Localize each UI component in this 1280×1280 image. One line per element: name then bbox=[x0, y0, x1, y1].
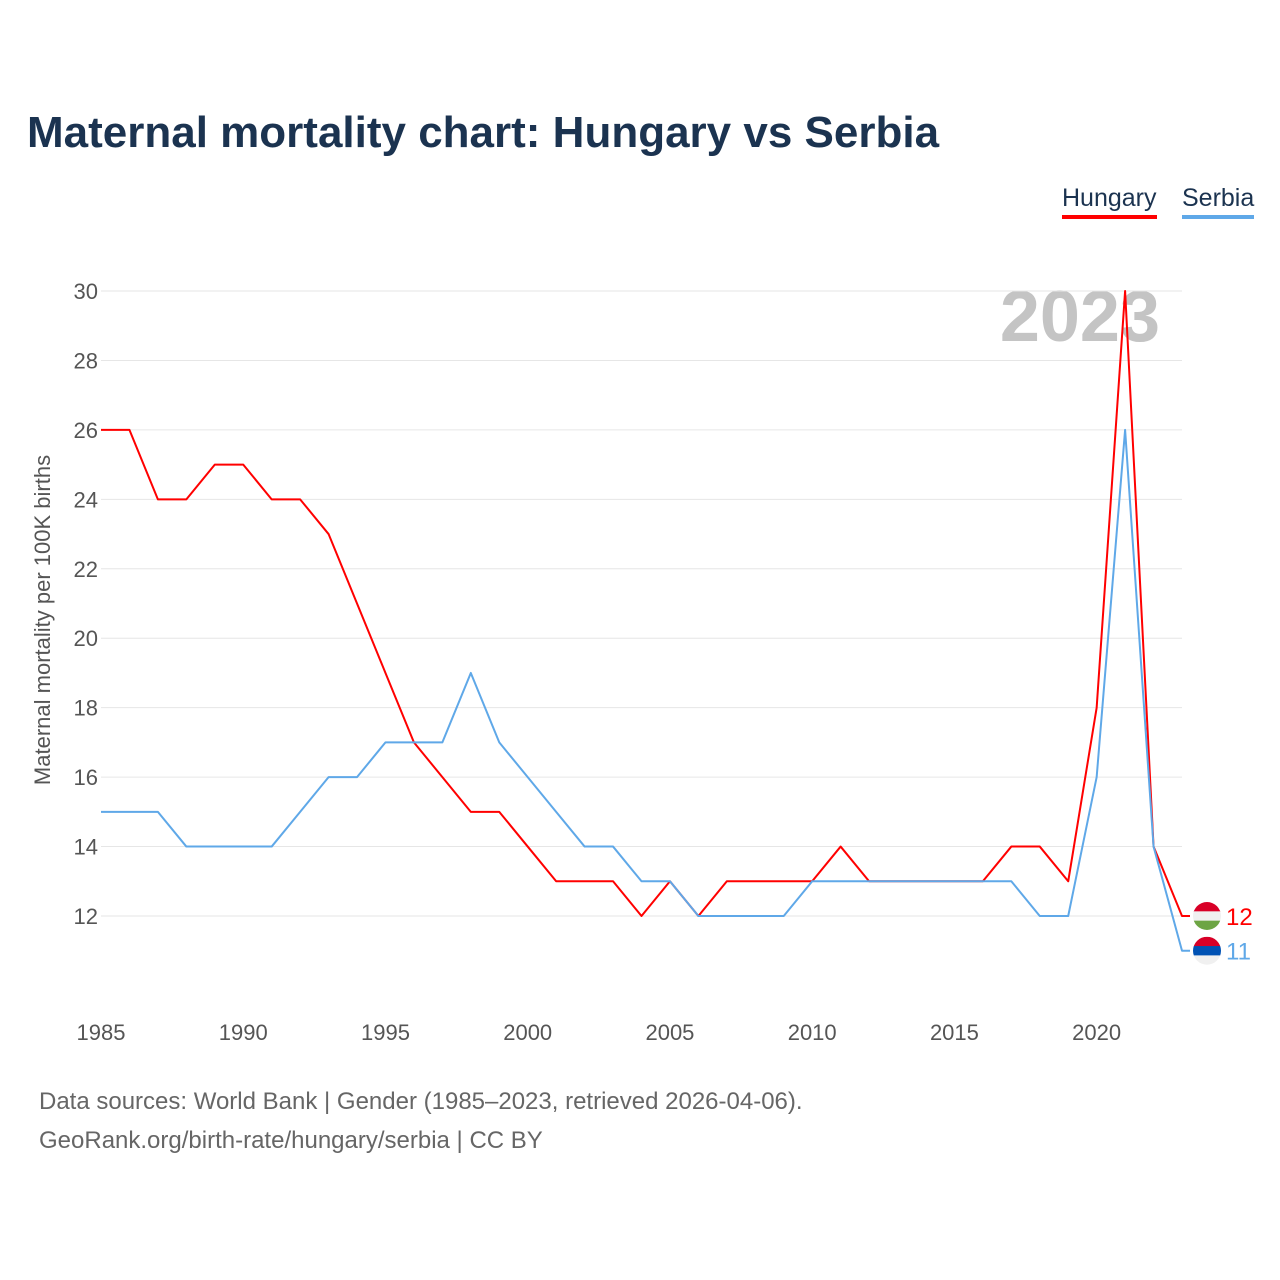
x-tick-label: 1990 bbox=[219, 1020, 268, 1045]
y-axis-label: Maternal mortality per 100K births bbox=[30, 455, 55, 785]
y-tick-label: 28 bbox=[74, 348, 98, 373]
legend-serbia[interactable]: Serbia bbox=[1182, 184, 1255, 219]
y-tick-label: 18 bbox=[74, 696, 98, 721]
flag-hungary-icon bbox=[1193, 902, 1221, 930]
series-line-serbia bbox=[101, 428, 1190, 952]
y-tick-label: 12 bbox=[74, 904, 98, 929]
x-tick-label: 2000 bbox=[503, 1020, 552, 1045]
x-tick-label: 2005 bbox=[645, 1020, 694, 1045]
legend-hungary[interactable]: Hungary bbox=[1062, 184, 1157, 219]
end-value-label-hungary: 12 bbox=[1226, 904, 1253, 931]
flag-serbia-icon bbox=[1193, 936, 1221, 965]
footer-credit: GeoRank.org/birth-rate/hungary/serbia | … bbox=[39, 1127, 543, 1154]
x-tick-label: 1995 bbox=[361, 1020, 410, 1045]
end-value-label-serbia: 11 bbox=[1226, 939, 1251, 966]
x-tick-label: 2010 bbox=[788, 1020, 837, 1045]
x-tick-label: 2015 bbox=[930, 1020, 979, 1045]
y-tick-label: 16 bbox=[74, 765, 98, 790]
x-tick-label: 1985 bbox=[77, 1020, 126, 1045]
y-tick-label: 30 bbox=[74, 279, 98, 304]
series-line-hungary bbox=[101, 290, 1190, 917]
footer-sources: Data sources: World Bank | Gender (1985–… bbox=[39, 1088, 803, 1115]
y-tick-label: 14 bbox=[74, 835, 98, 860]
y-tick-label: 26 bbox=[74, 418, 98, 443]
x-tick-label: 2020 bbox=[1072, 1020, 1121, 1045]
y-tick-label: 24 bbox=[74, 487, 98, 512]
year-label: 2023 bbox=[1000, 277, 1160, 357]
y-tick-label: 22 bbox=[74, 557, 98, 582]
y-tick-label: 20 bbox=[74, 626, 98, 651]
page-title: Maternal mortality chart: Hungary vs Ser… bbox=[27, 108, 940, 157]
